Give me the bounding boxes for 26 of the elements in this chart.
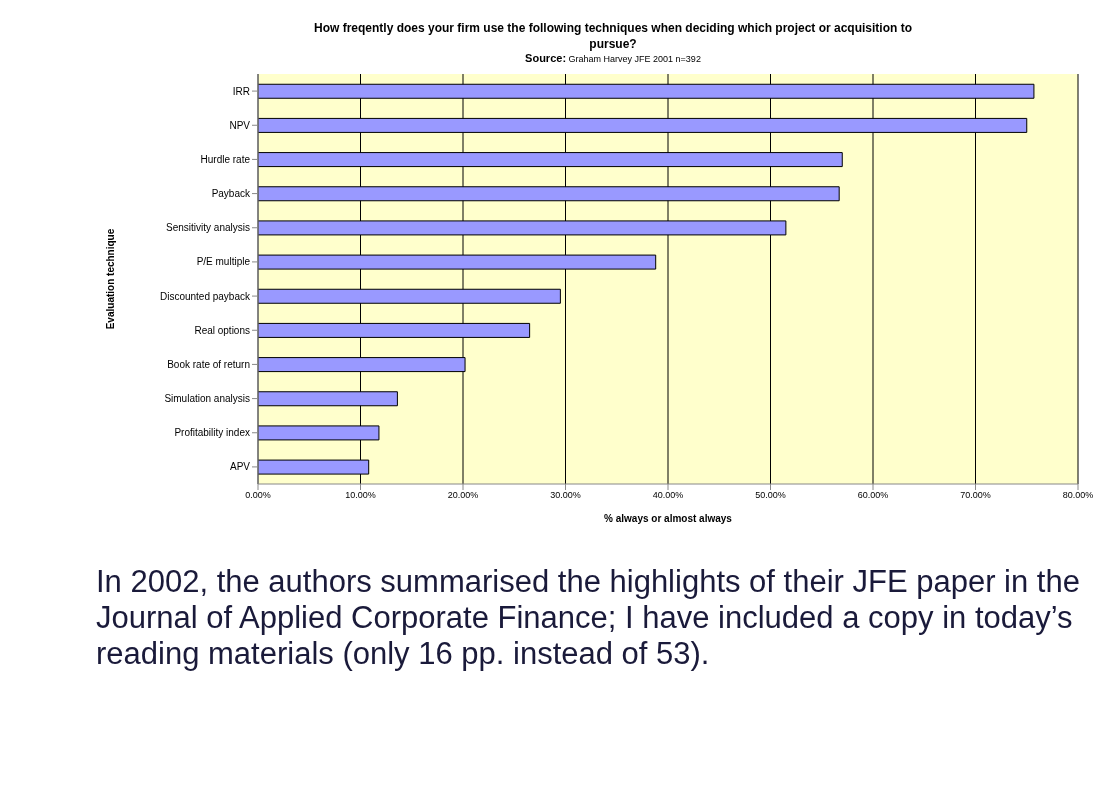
x-tick-label: 0.00% — [245, 490, 271, 501]
x-tick-label: 60.00% — [857, 490, 889, 501]
y-tick-label: Discounted payback — [159, 290, 251, 302]
x-tick-label: 40.00% — [652, 490, 684, 501]
y-tick-label: Simulation analysis — [164, 393, 250, 405]
y-tick-label: IRR — [232, 85, 250, 97]
y-tick-label: APV — [229, 461, 251, 473]
x-tick-label: 80.00% — [1062, 490, 1094, 501]
chart-title: How freqently does your firm use the following techniques when deciding which project or acquisition to pursue? — [313, 20, 913, 52]
y-tick-label: Real options — [194, 324, 250, 336]
y-tick-label: NPV — [229, 119, 251, 131]
y-tick-label: Payback — [211, 188, 251, 200]
y-tick-label: P/E multiple — [196, 256, 251, 268]
x-tick-label: 20.00% — [447, 490, 479, 501]
text: In 2002, the authors summarised the highlights of their JFE paper in the Journal of Applied Corporate Finance; I have included a copy in today’s reading materials (only 16 pp. instead of 53). — [96, 564, 1081, 672]
y-tick-label: Sensitivity analysis — [166, 222, 250, 234]
x-tick-label: 10.00% — [345, 490, 376, 501]
y-tick-label: Profitability index — [174, 427, 250, 439]
y-tick-label: Book rate of return — [167, 358, 250, 370]
x-tick-label: 70.00% — [960, 490, 991, 501]
y-axis-title: Evaluation technique — [104, 228, 116, 330]
x-tick-label: 30.00% — [550, 490, 581, 501]
chart-subtitle: Source: Graham Harvey JFE 2001 n=392 — [525, 52, 701, 64]
x-tick-label: 50.00% — [755, 490, 786, 501]
x-axis-title: % always or almost always — [604, 513, 733, 524]
y-tick-label: Hurdle rate — [200, 153, 251, 165]
